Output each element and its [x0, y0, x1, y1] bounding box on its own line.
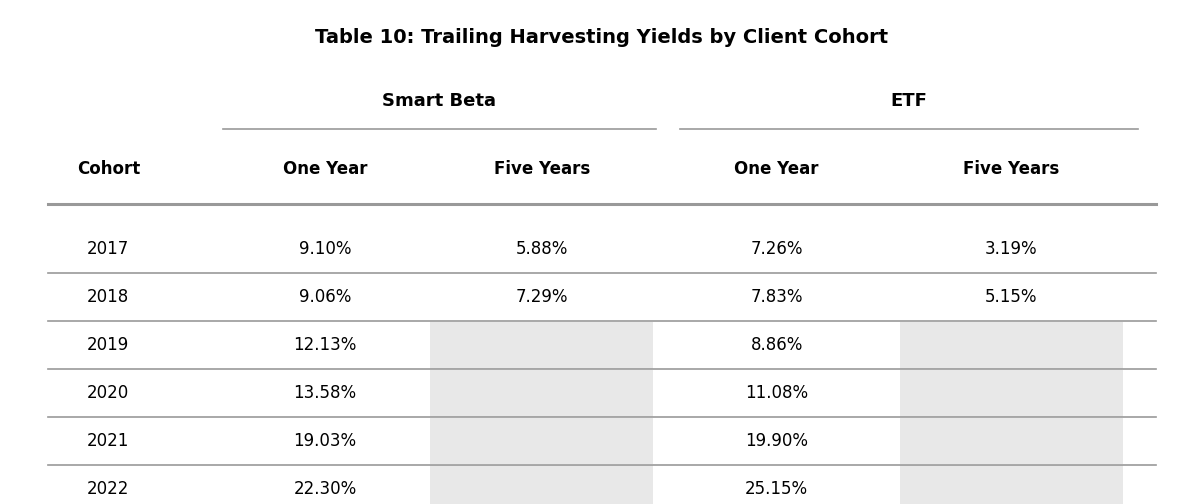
Text: 19.90%: 19.90%: [745, 432, 808, 450]
Bar: [431, 417, 653, 465]
Bar: [899, 417, 1122, 465]
Text: 11.08%: 11.08%: [745, 384, 808, 402]
Bar: [431, 370, 653, 416]
Text: Five Years: Five Years: [494, 160, 590, 178]
Text: Table 10: Trailing Harvesting Yields by Client Cohort: Table 10: Trailing Harvesting Yields by …: [315, 28, 889, 47]
Bar: [899, 466, 1122, 504]
Text: 2019: 2019: [87, 336, 130, 354]
Text: 5.88%: 5.88%: [515, 240, 568, 259]
Text: 12.13%: 12.13%: [294, 336, 356, 354]
Text: 13.58%: 13.58%: [294, 384, 356, 402]
Text: One Year: One Year: [283, 160, 367, 178]
Text: 7.83%: 7.83%: [750, 288, 803, 306]
Bar: [899, 370, 1122, 416]
Bar: [431, 322, 653, 369]
Text: Cohort: Cohort: [77, 160, 140, 178]
Text: 3.19%: 3.19%: [985, 240, 1038, 259]
Text: 9.10%: 9.10%: [299, 240, 352, 259]
Text: 2022: 2022: [87, 480, 130, 498]
Text: 2021: 2021: [87, 432, 130, 450]
Bar: [899, 322, 1122, 369]
Text: Smart Beta: Smart Beta: [383, 92, 496, 110]
Text: 19.03%: 19.03%: [294, 432, 356, 450]
Text: 25.15%: 25.15%: [745, 480, 808, 498]
Text: One Year: One Year: [734, 160, 819, 178]
Text: ETF: ETF: [891, 92, 927, 110]
Text: 8.86%: 8.86%: [750, 336, 803, 354]
Bar: [431, 466, 653, 504]
Text: 7.26%: 7.26%: [750, 240, 803, 259]
Text: 5.15%: 5.15%: [985, 288, 1038, 306]
Text: 7.29%: 7.29%: [515, 288, 568, 306]
Text: 22.30%: 22.30%: [294, 480, 356, 498]
Text: 2017: 2017: [87, 240, 130, 259]
Text: Five Years: Five Years: [963, 160, 1060, 178]
Text: 9.06%: 9.06%: [299, 288, 352, 306]
Text: 2018: 2018: [87, 288, 130, 306]
Text: 2020: 2020: [87, 384, 130, 402]
